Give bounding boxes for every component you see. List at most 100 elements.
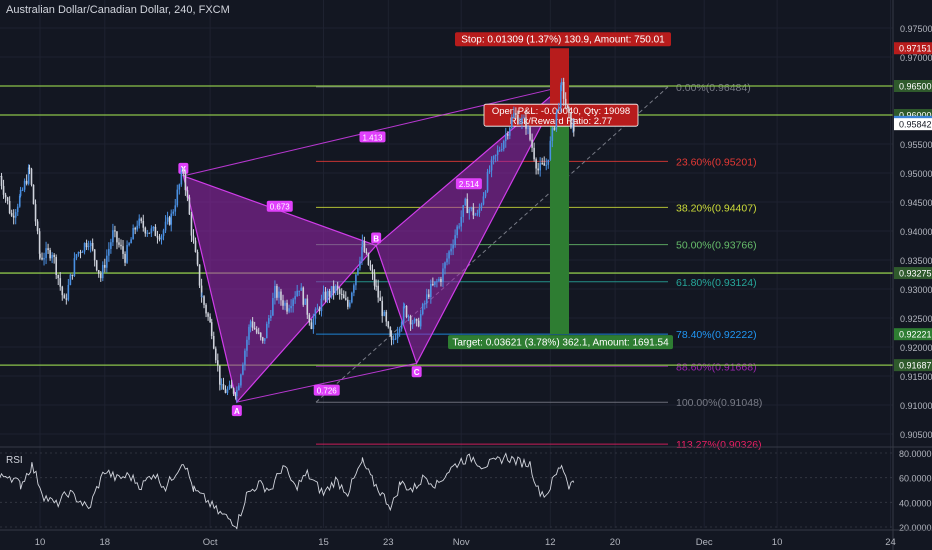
candle-body	[19, 190, 22, 196]
pattern-ratio-label: 0.673	[270, 203, 291, 212]
candle-body	[539, 163, 541, 171]
candle-body	[551, 128, 554, 141]
candle-body	[180, 171, 183, 185]
candle-body	[415, 319, 418, 321]
candle-body	[436, 281, 438, 283]
candle-body	[452, 244, 454, 249]
candle-body	[28, 167, 31, 169]
candle-body	[77, 251, 80, 255]
candle-body	[89, 242, 92, 246]
price-badge-label: 0.91687	[899, 361, 932, 371]
candle-body	[318, 308, 321, 312]
candle-body	[381, 300, 384, 316]
time-axis-label: 10	[35, 537, 46, 548]
candle-body	[486, 171, 489, 192]
price-badge-label: 0.97151	[899, 44, 932, 54]
candle-body	[140, 218, 143, 221]
fib-trend-line	[315, 86, 669, 403]
rsi-level-label: 20.0000	[899, 523, 932, 533]
time-axis-label: Nov	[453, 537, 470, 548]
horizontal-lines[interactable]	[0, 85, 893, 366]
candle-body	[128, 243, 130, 246]
candle-body	[316, 308, 319, 310]
candle-body	[166, 217, 169, 222]
time-axis-label: Dec	[696, 537, 713, 548]
time-axis-label: 18	[100, 537, 111, 548]
price-badge-label: 0.92221	[899, 330, 932, 340]
candle-body	[91, 242, 94, 250]
candle-body	[234, 393, 237, 397]
candle-body	[500, 149, 503, 151]
candle-body	[39, 253, 41, 258]
candle-body	[440, 278, 442, 282]
target-zone	[550, 124, 569, 335]
candle-body	[373, 273, 376, 286]
candle-body	[402, 306, 405, 322]
candle-body	[371, 269, 374, 274]
candle-body	[379, 297, 381, 301]
candle-body	[268, 318, 270, 324]
candle-body	[53, 254, 55, 257]
candle-body	[549, 140, 552, 160]
candle-body	[30, 168, 33, 185]
rsi-level-label: 60.0000	[899, 474, 932, 484]
candle-body	[242, 364, 244, 375]
candle-body	[509, 127, 511, 136]
candle-body	[543, 163, 546, 166]
candle-body	[156, 235, 159, 238]
candle-body	[45, 248, 47, 259]
fibonacci-retracement[interactable]: 0.00%(0.96484) 23.60%(0.95201) 38.20%(0.94…	[315, 82, 762, 451]
fib-level-label: 100.00%(0.91048)	[676, 397, 762, 409]
pattern-point-badge	[411, 366, 422, 378]
candle-body	[468, 209, 471, 214]
candle-body	[34, 204, 37, 222]
candle-body	[25, 180, 28, 184]
candle-body	[41, 257, 43, 260]
candle-body	[132, 228, 134, 240]
candle-body	[14, 212, 17, 218]
candle-body	[344, 298, 347, 300]
candle-body	[448, 251, 450, 259]
candle-body	[106, 255, 108, 268]
candle-body	[438, 278, 440, 282]
candle-body	[83, 242, 86, 252]
candle-body	[130, 239, 132, 244]
pattern-ratio-label: 2.514	[459, 180, 480, 189]
price-axis-label: 0.94000	[900, 227, 932, 237]
candle-body	[47, 248, 49, 251]
time-axis-label: Oct	[203, 537, 218, 548]
candle-body	[572, 124, 575, 132]
candle-body	[294, 296, 296, 300]
candle-body	[154, 226, 157, 236]
fib-level-label: 113.27%(0.90326)	[676, 439, 762, 451]
candle-body	[392, 339, 395, 341]
candle-body	[340, 294, 343, 296]
candle-body	[216, 360, 219, 366]
candle-body	[124, 253, 126, 263]
price-axis-label: 0.97000	[900, 53, 932, 63]
candle-body	[272, 298, 274, 316]
candle-body	[63, 295, 66, 299]
candle-body	[210, 322, 213, 336]
candle-body	[537, 168, 539, 171]
price-badge	[894, 328, 932, 341]
stop-label: Stop: 0.01309 (1.37%) 130.9, Amount: 750…	[461, 35, 665, 46]
candle-body	[519, 122, 521, 124]
candle-body	[349, 302, 351, 307]
candle-body	[361, 241, 364, 248]
candle-body	[104, 264, 106, 268]
candle-body	[67, 285, 70, 300]
target-label: Target: 0.03621 (3.78%) 362.1, Amount: 1…	[452, 338, 669, 349]
candle-body	[276, 285, 278, 298]
candle-body	[236, 390, 238, 397]
chart-title: Australian Dollar/Canadian Dollar, 240, …	[6, 4, 230, 16]
candle-body	[4, 194, 7, 198]
pattern-ratio-badge	[359, 131, 386, 143]
candle-body	[570, 112, 572, 128]
pattern-ratio-badge	[266, 200, 293, 212]
candle-body	[527, 127, 529, 129]
candle-body	[61, 286, 64, 296]
candle-body	[114, 230, 116, 232]
